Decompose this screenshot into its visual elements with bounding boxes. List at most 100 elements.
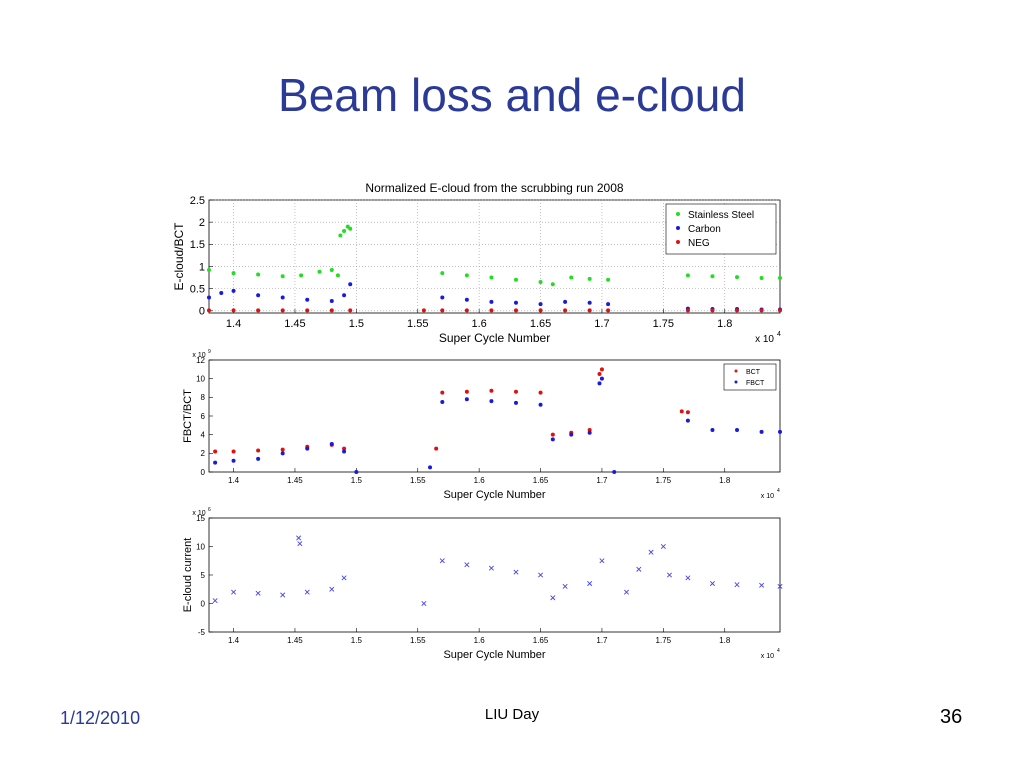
y-exponent: x 10 <box>192 352 205 359</box>
data-point <box>207 295 211 300</box>
x-tick-label: 1.5 <box>351 476 363 485</box>
x-tick-label: 1.6 <box>472 318 487 330</box>
legend-label: NEG <box>688 238 710 249</box>
x-tick-label: 1.65 <box>533 636 549 645</box>
data-point <box>569 432 574 437</box>
y-tick-label: 4 <box>201 430 206 439</box>
data-point <box>329 268 334 273</box>
data-point <box>231 458 236 463</box>
x-tick-label: 1.55 <box>410 636 426 645</box>
chart-2 <box>208 359 782 474</box>
data-point <box>342 229 347 234</box>
legend <box>723 363 777 391</box>
y-axis-label: FBCT/BCT <box>182 389 194 443</box>
x-tick-label: 1.75 <box>653 318 674 330</box>
data-point <box>280 451 285 456</box>
y-axis-label: E-cloud current <box>182 538 194 613</box>
data-point <box>348 226 353 231</box>
data-point <box>231 288 236 293</box>
footer-center: LIU Day <box>484 706 540 723</box>
data-point <box>587 300 592 305</box>
data-point <box>297 541 303 547</box>
x-tick-label: 1.5 <box>351 636 363 645</box>
data-point <box>587 430 592 435</box>
data-point <box>606 302 611 307</box>
data-point <box>569 275 574 280</box>
data-point <box>660 543 666 550</box>
data-point <box>231 449 236 454</box>
x-exponent-power: 4 <box>777 648 780 654</box>
data-point <box>256 272 261 277</box>
y-tick-label: 0 <box>199 306 205 318</box>
data-point <box>550 437 555 442</box>
y-tick-label: 2 <box>201 449 206 458</box>
data-point <box>348 282 353 287</box>
data-point <box>231 589 237 595</box>
x-tick-label: 1.8 <box>719 476 731 485</box>
data-point <box>710 308 715 313</box>
page-number: 36 <box>940 706 963 728</box>
chart-3 <box>208 517 783 633</box>
data-point <box>428 465 433 470</box>
data-point <box>778 429 782 434</box>
data-point <box>280 308 285 313</box>
data-point <box>489 308 494 313</box>
data-point <box>440 308 445 313</box>
x-tick-label: 1.45 <box>287 636 303 645</box>
data-point <box>213 449 218 454</box>
plot-frame <box>208 359 781 473</box>
data-point <box>513 300 518 305</box>
data-point <box>666 572 673 578</box>
data-point <box>213 460 218 465</box>
data-point <box>735 428 740 432</box>
y-exponent-power: 9 <box>208 349 211 355</box>
data-point <box>440 271 445 276</box>
y-tick-label: -5 <box>198 628 206 637</box>
data-point <box>606 277 611 282</box>
data-point <box>709 581 715 587</box>
legend-marker <box>676 226 680 230</box>
data-point <box>421 600 427 607</box>
legend-label: FBCT <box>746 380 765 387</box>
data-point <box>550 595 556 601</box>
data-point <box>464 389 469 394</box>
data-point <box>348 308 353 313</box>
legend-label: Stainless Steel <box>688 210 754 221</box>
x-axis-label: Super Cycle Number <box>443 649 545 661</box>
data-point <box>538 390 543 395</box>
data-point <box>464 273 469 278</box>
data-point <box>354 470 359 474</box>
legend-label: BCT <box>746 369 761 376</box>
data-point <box>562 583 568 589</box>
data-point <box>342 449 347 454</box>
x-tick-label: 1.55 <box>407 318 428 330</box>
data-point <box>513 308 518 313</box>
data-point <box>648 549 654 555</box>
data-point <box>710 274 715 279</box>
y-tick-label: 1 <box>199 261 205 273</box>
data-point <box>207 308 211 313</box>
data-point <box>734 582 740 588</box>
data-point <box>597 372 602 376</box>
data-point <box>488 565 494 571</box>
data-point <box>606 308 611 313</box>
x-exponent-power: 4 <box>777 488 780 494</box>
data-point <box>623 589 630 595</box>
data-point <box>599 376 604 381</box>
y-tick-label: 0.5 <box>190 283 205 295</box>
data-point <box>464 562 470 568</box>
data-point <box>778 275 782 280</box>
x-tick-label: 1.8 <box>719 636 731 645</box>
y-tick-label: 1.5 <box>190 239 205 251</box>
data-point <box>219 291 224 296</box>
data-point <box>685 418 690 423</box>
x-tick-label: 1.5 <box>349 318 364 330</box>
y-tick-label: 10 <box>196 542 205 551</box>
data-point <box>464 397 469 402</box>
data-point <box>255 590 261 596</box>
x-tick-label: 1.6 <box>474 636 486 645</box>
data-point <box>538 279 543 284</box>
x-tick-label: 1.7 <box>596 476 608 485</box>
y-tick-label: 10 <box>196 374 205 383</box>
